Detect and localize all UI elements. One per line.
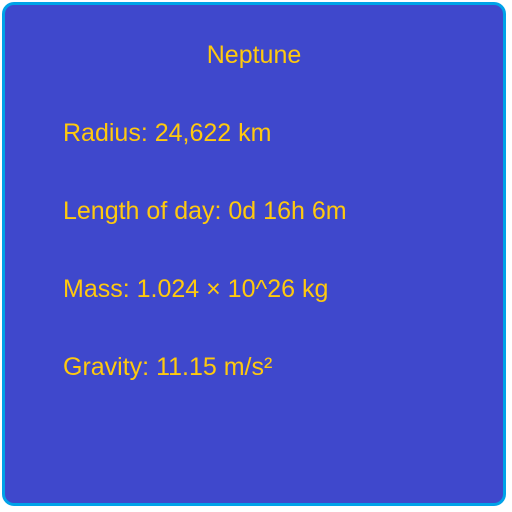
- gravity-text: Gravity: 11.15 m/s²: [63, 353, 273, 381]
- planet-name: Neptune: [206, 41, 302, 69]
- mass-text: Mass: 1.024 × 10^26 kg: [63, 275, 329, 303]
- day-length-text: Length of day: 0d 16h 6m: [63, 197, 347, 225]
- radius-text: Radius: 24,622 km: [63, 119, 272, 147]
- planet-info-card: Neptune Radius: 24,622 km Length of day:…: [2, 2, 506, 506]
